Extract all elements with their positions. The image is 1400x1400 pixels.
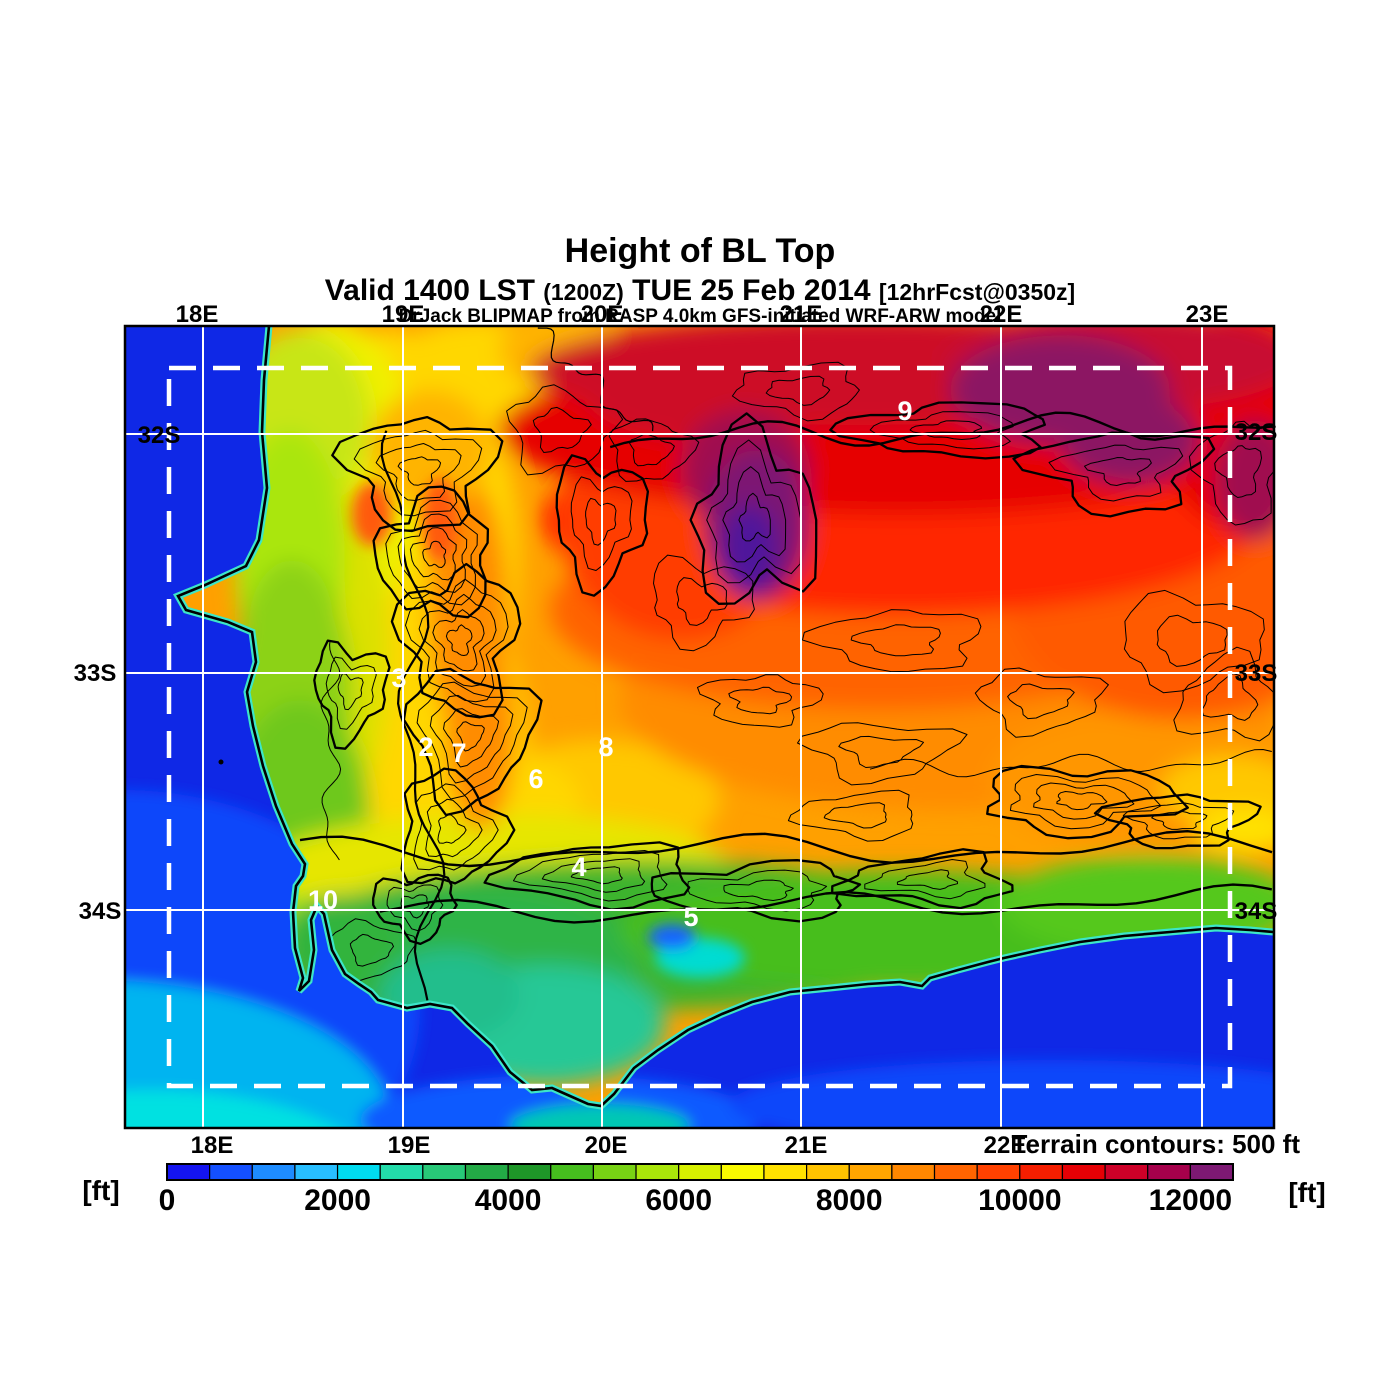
colorbar-segment	[592, 1163, 637, 1181]
colorbar-segment	[1061, 1163, 1106, 1181]
map-value-label: 7	[451, 738, 466, 768]
colorbar-segment	[209, 1163, 253, 1181]
lon-label-bottom: 20E	[585, 1132, 628, 1159]
lon-label-bottom: 22E	[984, 1132, 1027, 1159]
colorbar-segment	[166, 1163, 211, 1181]
colorbar-segment	[848, 1163, 893, 1181]
colorbar-segment	[635, 1163, 680, 1181]
colorbar-segment	[1104, 1163, 1149, 1181]
colorbar-segment	[976, 1163, 1021, 1181]
map-border	[123, 324, 1276, 1130]
lon-label-bottom: 19E	[388, 1132, 431, 1159]
lon-label-top: 23E	[1186, 301, 1229, 328]
map-value-label: 9	[897, 396, 912, 426]
colorbar-segment	[336, 1163, 381, 1181]
axis-labels-top: 18E 19E 20E 21E 22E 23E	[176, 301, 1229, 328]
colorbar-tick-label: 12000	[1149, 1184, 1232, 1217]
lon-label-top: 18E	[176, 301, 219, 328]
colorbar: 0 2000 4000 6000 8000 10000 12000 [ft] [ft] Te…	[82, 1129, 1325, 1217]
colorbar-segment	[720, 1163, 765, 1181]
page-title: Height of BL Top	[565, 232, 836, 270]
colorbar-tick-label: 8000	[816, 1184, 883, 1217]
colorbar-unit-right: [ft]	[1288, 1177, 1325, 1208]
colorbar-segment	[251, 1163, 296, 1181]
map-value-labels: 9 3 2 7 8 6 4 10 5	[308, 396, 913, 932]
lat-label-right: 32S	[1235, 419, 1278, 446]
colorbar-segment	[805, 1163, 850, 1181]
colorbar-segment	[422, 1163, 467, 1181]
colorbar-segments	[166, 1163, 1234, 1181]
colorbar-tick-label: 0	[159, 1184, 176, 1217]
map-value-label: 3	[391, 663, 406, 693]
map-value-label: 4	[571, 852, 586, 882]
colorbar-segment	[1189, 1163, 1234, 1181]
colorbar-segment	[891, 1163, 936, 1181]
terrain-contours	[299, 327, 1274, 1001]
colorbar-segment	[678, 1163, 722, 1181]
lon-label-bottom: 18E	[191, 1132, 234, 1159]
colorbar-segment	[507, 1163, 552, 1181]
header: Height of BL Top Valid 1400 LST (1200Z) …	[325, 232, 1075, 327]
colorbar-segment	[1147, 1163, 1191, 1181]
terrain-contours-note: Terrain contours: 500 ft	[1012, 1129, 1301, 1159]
lon-label-bottom: 21E	[785, 1132, 828, 1159]
axis-labels-right: 32S 33S 34S	[1235, 419, 1278, 925]
bl-top-field-spots	[352, 478, 745, 978]
colorbar-segment	[1019, 1163, 1064, 1181]
map-value-label: 2	[418, 732, 433, 762]
map-value-label: 5	[683, 902, 698, 932]
colorbar-segment	[933, 1163, 978, 1181]
lat-label-left: 34S	[79, 898, 122, 925]
colorbar-tick-label: 6000	[645, 1184, 712, 1217]
colorbar-tick-label: 10000	[978, 1184, 1061, 1217]
axis-labels-bottom: 18E 19E 20E 21E 22E	[191, 1132, 1027, 1159]
colorbar-segment	[550, 1163, 595, 1181]
colorbar-segment	[294, 1163, 339, 1181]
colorbar-tick-labels: 0 2000 4000 6000 8000 10000 12000	[159, 1184, 1232, 1217]
valid-time-line: Valid 1400 LST (1200Z) TUE 25 Feb 2014 […	[325, 274, 1075, 307]
map-value-label: 8	[598, 732, 613, 762]
lat-label-left: 32S	[138, 422, 181, 449]
islet-dot	[218, 759, 224, 765]
colorbar-tick-label: 2000	[304, 1184, 371, 1217]
lat-label-right: 34S	[1235, 898, 1278, 925]
lon-label-top: 22E	[980, 301, 1023, 328]
map-value-label: 6	[528, 764, 543, 794]
colorbar-segment	[763, 1163, 808, 1181]
colorbar-frame	[166, 1163, 1234, 1181]
lon-label-top: 19E	[382, 301, 425, 328]
model-source-line: DrJack BLIPMAP from RASP 4.0km GFS-initi…	[399, 306, 1002, 327]
model-domain-boundary	[166, 365, 1233, 1089]
colorbar-segment	[379, 1163, 424, 1181]
lat-label-left: 33S	[74, 660, 117, 687]
lat-label-right: 33S	[1235, 660, 1278, 687]
colorbar-unit-left: [ft]	[82, 1175, 119, 1206]
map-value-label: 10	[308, 885, 338, 915]
bl-top-field	[230, 326, 1274, 1085]
colorbar-tick-label: 4000	[475, 1184, 542, 1217]
coastline	[176, 326, 1274, 1108]
colorbar-segment	[464, 1163, 509, 1181]
axis-labels-left: 32S 33S 34S	[74, 422, 181, 925]
map-canvas: 9 3 2 7 8 6 4 10 5	[125, 326, 1274, 1128]
graticule	[125, 326, 1274, 1128]
lon-label-top: 21E	[780, 301, 823, 328]
lon-label-top: 20E	[581, 301, 624, 328]
